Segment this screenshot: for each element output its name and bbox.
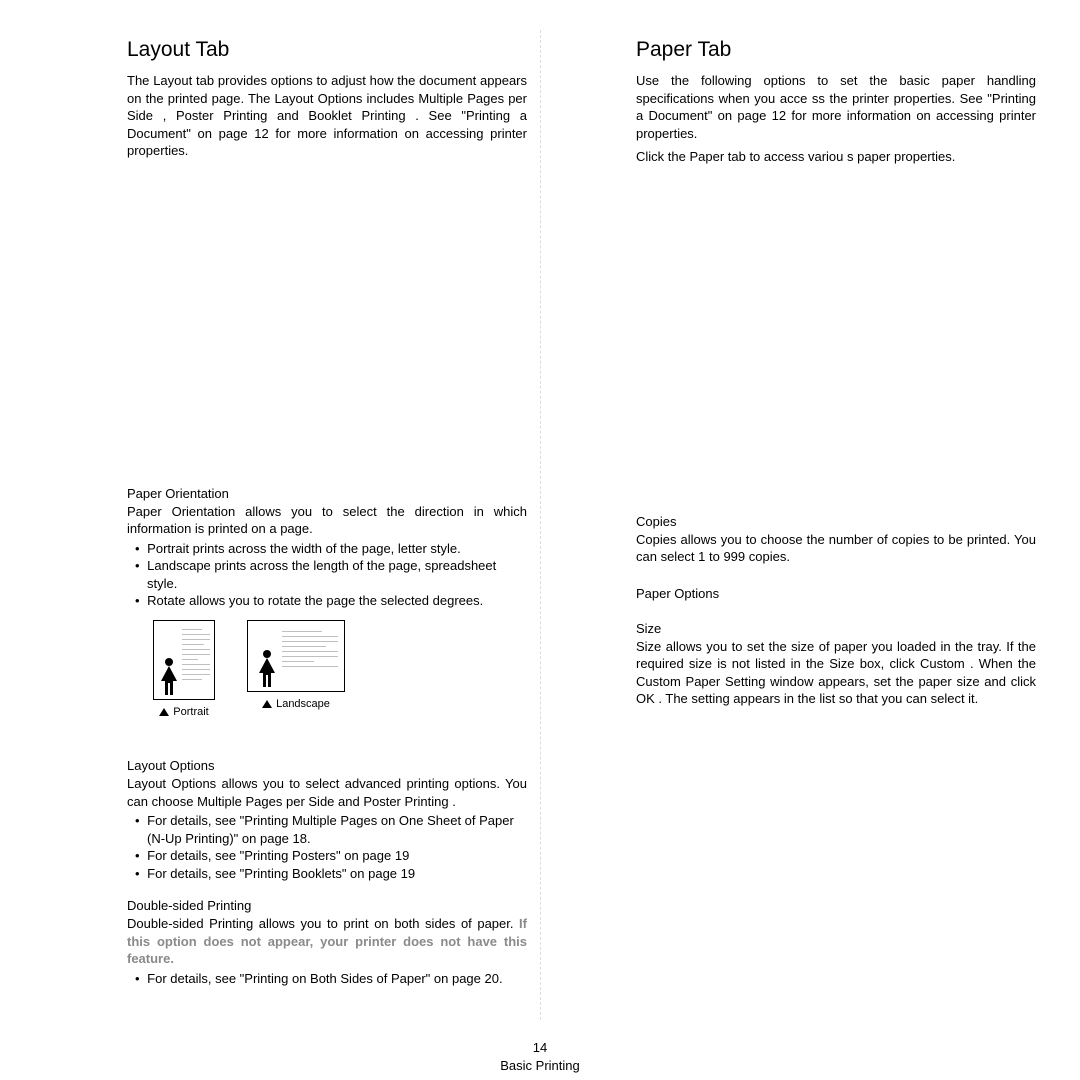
- layout-options-text: Layout Options allows you to select adva…: [127, 775, 527, 810]
- orientation-text: Paper Orientation allows you to select t…: [127, 503, 527, 538]
- list-item: For details, see "Printing on Both Sides…: [127, 970, 527, 988]
- layout-intro: The Layout tab provides options to adjus…: [127, 72, 527, 160]
- landscape-box: [247, 620, 345, 692]
- dsp-text-a: Double-sided Printing allows you to prin…: [127, 916, 519, 931]
- double-sided-text: Double-sided Printing allows you to prin…: [127, 915, 527, 968]
- paper-tab-title: Paper Tab: [636, 38, 1036, 62]
- person-icon: [158, 657, 180, 695]
- paper-options-heading: Paper Options: [636, 586, 1036, 601]
- landscape-label-text: Landscape: [276, 698, 330, 710]
- portrait-label: Portrait: [159, 706, 208, 718]
- screenshot-placeholder-right: [636, 166, 1036, 496]
- list-item: Landscape prints across the length of th…: [127, 557, 527, 592]
- list-item: Portrait prints across the width of the …: [127, 540, 527, 558]
- portrait-figure: Portrait: [153, 620, 215, 718]
- column-divider: [540, 30, 541, 1020]
- spacer: [636, 566, 1036, 580]
- size-text: Size allows you to set the size of paper…: [636, 638, 1036, 708]
- portrait-label-text: Portrait: [173, 706, 208, 718]
- list-item: For details, see "Printing Posters" on p…: [127, 847, 527, 865]
- spacer: [636, 603, 1036, 615]
- orientation-figures: Portrait: [153, 620, 527, 718]
- triangle-icon: [262, 700, 272, 708]
- spacer: [127, 724, 527, 752]
- list-item: For details, see "Printing Booklets" on …: [127, 865, 527, 883]
- person-icon: [256, 649, 278, 687]
- size-heading: Size: [636, 621, 1036, 636]
- triangle-icon: [159, 708, 169, 716]
- copies-text: Copies allows you to choose the number o…: [636, 531, 1036, 566]
- landscape-figure: Landscape: [247, 620, 345, 718]
- list-item: Rotate allows you to rotate the page the…: [127, 592, 527, 610]
- layout-options-heading: Layout Options: [127, 758, 527, 773]
- spacer: [127, 882, 527, 892]
- layout-options-bullets: For details, see "Printing Multiple Page…: [127, 812, 527, 882]
- paper-intro-2: Click the Paper tab to access variou s p…: [636, 148, 1036, 166]
- orientation-heading: Paper Orientation: [127, 486, 527, 501]
- spacer: [636, 496, 1036, 508]
- orientation-bullets: Portrait prints across the width of the …: [127, 540, 527, 610]
- page-footer-label: Basic Printing: [0, 1058, 1080, 1073]
- layout-tab-title: Layout Tab: [127, 38, 527, 62]
- double-sided-bullets: For details, see "Printing on Both Sides…: [127, 970, 527, 988]
- right-column: Paper Tab Use the following options to s…: [636, 38, 1036, 708]
- portrait-box: [153, 620, 215, 700]
- copies-heading: Copies: [636, 514, 1036, 529]
- list-item: For details, see "Printing Multiple Page…: [127, 812, 527, 847]
- double-sided-heading: Double-sided Printing: [127, 898, 527, 913]
- document-page: Layout Tab The Layout tab provides optio…: [0, 0, 1080, 1080]
- page-number: 14: [0, 1040, 1080, 1055]
- paper-intro-1: Use the following options to set the bas…: [636, 72, 1036, 142]
- screenshot-placeholder-left: [127, 160, 527, 480]
- left-column: Layout Tab The Layout tab provides optio…: [127, 38, 527, 987]
- landscape-label: Landscape: [262, 698, 330, 710]
